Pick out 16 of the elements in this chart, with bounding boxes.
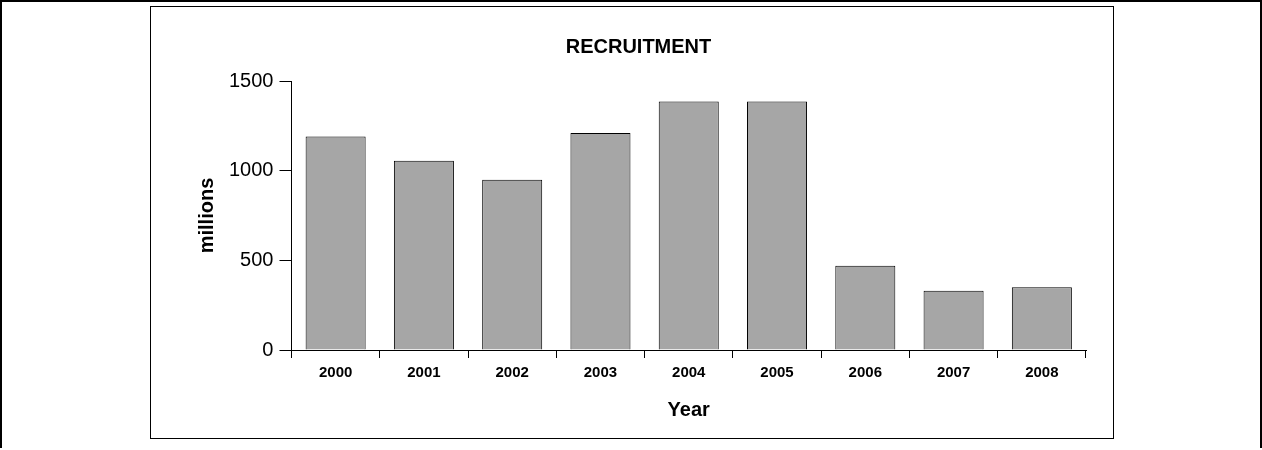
x-tick-label: 2002 (495, 363, 529, 381)
y-tick-label: 1500 (228, 68, 274, 91)
y-tick-label: 500 (240, 247, 274, 270)
chart-title: RECRUITMENT (565, 34, 712, 57)
x-axis-title: Year (667, 397, 711, 420)
x-tick-label: 2007 (936, 363, 971, 381)
x-tick-label: 2006 (848, 363, 882, 381)
y-tick-label: 1000 (228, 158, 274, 181)
x-tick-label: 2003 (583, 363, 618, 381)
x-tick-label: 2008 (1025, 363, 1059, 381)
x-tick-label: 2005 (760, 363, 794, 381)
x-tick-label: 2000 (318, 363, 353, 381)
y-tick-label: 0 (262, 337, 274, 360)
x-tick-label: 2004 (672, 363, 707, 381)
x-tick-label: 2001 (407, 363, 441, 381)
y-axis-title: millions (194, 177, 217, 254)
